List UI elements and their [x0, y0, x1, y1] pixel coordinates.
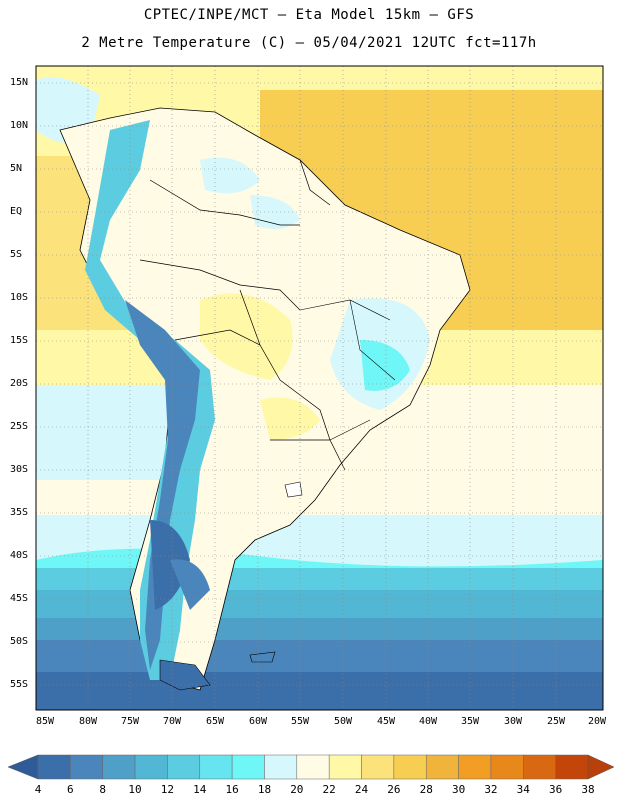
title-line-2: 2 Metre Temperature (C) – 05/04/2021 12U…	[81, 35, 537, 51]
colorbar-swatch	[523, 754, 556, 780]
colorbar-high-arrow	[587, 754, 615, 780]
colorbar-swatch	[425, 754, 459, 780]
colorbar-tick-label: 22	[322, 783, 336, 796]
colorbar-tick-label: 36	[549, 783, 563, 796]
lat-label: 30S	[10, 464, 29, 475]
colorbar-tick-label: 24	[354, 783, 369, 796]
lat-label: 10S	[10, 292, 29, 303]
colorbar-tick-label: 8	[99, 783, 107, 796]
colorbar-tick-label: 14	[193, 783, 207, 796]
colorbar-swatch	[296, 754, 330, 780]
colorbar-swatch	[458, 754, 492, 780]
colorbar-swatch	[231, 754, 265, 780]
lat-label: 50S	[10, 636, 29, 647]
lon-label: 70W	[162, 716, 182, 727]
lon-label: 80W	[78, 716, 98, 727]
colorbar-swatch	[555, 754, 589, 780]
colorbar-tick-label: 20	[290, 783, 304, 796]
colorbar-tick-label: 4	[34, 783, 42, 796]
lat-label: 10N	[10, 120, 29, 131]
lon-label: 55W	[290, 716, 310, 727]
colorbar-tick-label: 6	[67, 783, 74, 796]
colorbar-tick-label: 30	[451, 783, 466, 796]
lat-label: 15S	[10, 335, 29, 346]
colorbar-swatch	[393, 754, 427, 780]
map-grid	[36, 66, 603, 710]
colorbar-tick-label: 12	[160, 783, 175, 796]
lat-label: 40S	[10, 550, 29, 561]
lon-label: 30W	[503, 716, 523, 727]
lon-label: 65W	[205, 716, 225, 727]
lon-label: 85W	[35, 716, 55, 727]
colorbar-swatch	[490, 754, 524, 780]
lat-label: 15N	[10, 77, 29, 88]
lon-label: 75W	[120, 716, 140, 727]
lon-label: 45W	[376, 716, 396, 727]
title-line-1: CPTEC/INPE/MCT – Eta Model 15km – GFS	[143, 7, 475, 23]
colorbar-tick-label: 38	[581, 783, 595, 796]
colorbar-swatch	[199, 754, 233, 780]
colorbar-swatch	[264, 754, 298, 780]
colorbar-swatch	[70, 754, 103, 780]
lon-label: 40W	[418, 716, 438, 727]
colorbar-low-arrow	[7, 754, 39, 780]
lon-label: 20W	[587, 716, 607, 727]
colorbar-swatch	[361, 754, 395, 780]
colorbar	[7, 754, 615, 780]
colorbar-tick-label: 18	[257, 783, 272, 796]
colorbar-tick-label: 34	[516, 783, 530, 796]
lon-label: 35W	[460, 716, 480, 727]
lat-label: EQ	[10, 206, 23, 217]
colorbar-tick-label: 26	[387, 783, 401, 796]
colorbar-tick-label: 32	[484, 783, 498, 796]
lon-label: 60W	[248, 716, 268, 727]
lat-label: 5S	[10, 249, 23, 260]
lat-label: 20S	[10, 378, 29, 389]
lat-label: 45S	[10, 593, 29, 604]
colorbar-swatch	[134, 754, 168, 780]
colorbar-tick-label: 28	[419, 783, 433, 796]
temperature-field	[36, 66, 603, 710]
colorbar-tick-label: 16	[225, 783, 239, 796]
lat-label: 25S	[10, 421, 29, 432]
lat-label: 5N	[10, 163, 23, 174]
lat-label: 35S	[10, 507, 29, 518]
colorbar-swatch	[328, 754, 362, 780]
colorbar-swatch	[102, 754, 136, 780]
colorbar-swatch	[37, 754, 71, 780]
map-frame	[35, 65, 604, 711]
lon-label: 50W	[333, 716, 353, 727]
lon-label: 25W	[546, 716, 566, 727]
colorbar-swatch	[167, 754, 201, 780]
lat-label: 55S	[10, 679, 29, 690]
colorbar-tick-label: 10	[128, 783, 142, 796]
